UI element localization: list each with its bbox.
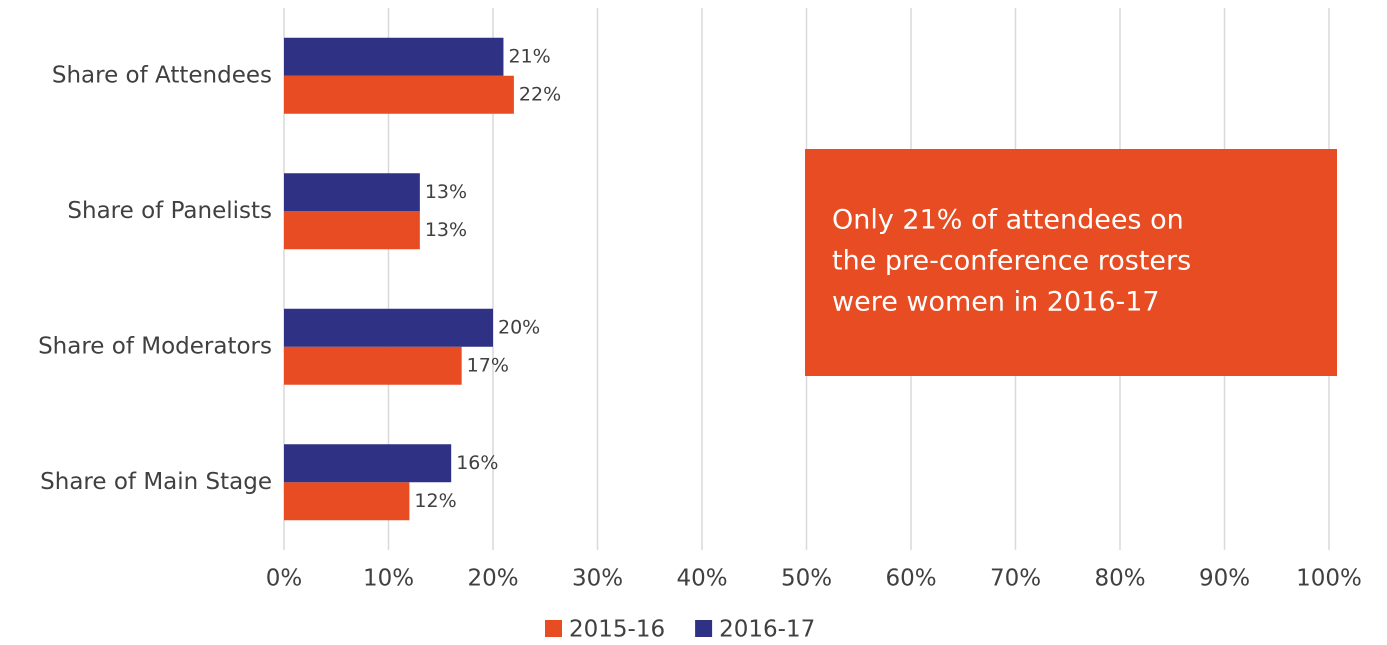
legend-label: 2016-17 bbox=[719, 617, 815, 643]
bar bbox=[284, 482, 410, 521]
value-label: 13% bbox=[425, 181, 467, 203]
value-label: 12% bbox=[414, 490, 456, 512]
x-tick-label: 50% bbox=[781, 566, 832, 592]
annotation-text: were women in 2016-17 bbox=[832, 287, 1160, 318]
x-tick-label: 0% bbox=[266, 566, 303, 592]
value-label: 17% bbox=[467, 354, 509, 376]
annotation-text: the pre-conference rosters bbox=[832, 246, 1191, 277]
x-tick-label: 30% bbox=[572, 566, 623, 592]
x-tick-label: 70% bbox=[990, 566, 1041, 592]
y-tick-label: Share of Main Stage bbox=[40, 469, 272, 495]
bar bbox=[284, 444, 452, 483]
bar bbox=[284, 346, 462, 385]
legend-swatch bbox=[545, 620, 562, 637]
x-tick-label: 10% bbox=[363, 566, 414, 592]
x-tick-label: 100% bbox=[1296, 566, 1362, 592]
bar bbox=[284, 173, 420, 212]
legend-label: 2015-16 bbox=[569, 617, 665, 643]
annotation-box bbox=[805, 149, 1337, 376]
bar bbox=[284, 75, 514, 114]
y-tick-label: Share of Attendees bbox=[52, 62, 272, 88]
x-tick-label: 60% bbox=[885, 566, 936, 592]
value-label: 13% bbox=[425, 219, 467, 241]
bar bbox=[284, 37, 504, 76]
x-tick-label: 80% bbox=[1094, 566, 1145, 592]
legend-swatch bbox=[695, 620, 713, 637]
bar bbox=[284, 308, 493, 347]
y-tick-label: Share of Moderators bbox=[38, 333, 272, 359]
bar bbox=[284, 211, 420, 250]
value-label: 21% bbox=[508, 45, 550, 67]
value-label: 20% bbox=[498, 316, 540, 338]
annotation-text: Only 21% of attendees on bbox=[832, 205, 1184, 236]
value-label: 22% bbox=[519, 83, 561, 105]
x-tick-label: 20% bbox=[467, 566, 518, 592]
value-label: 16% bbox=[456, 452, 498, 474]
x-tick-label: 90% bbox=[1199, 566, 1250, 592]
y-tick-label: Share of Panelists bbox=[67, 198, 272, 224]
x-tick-label: 40% bbox=[676, 566, 727, 592]
